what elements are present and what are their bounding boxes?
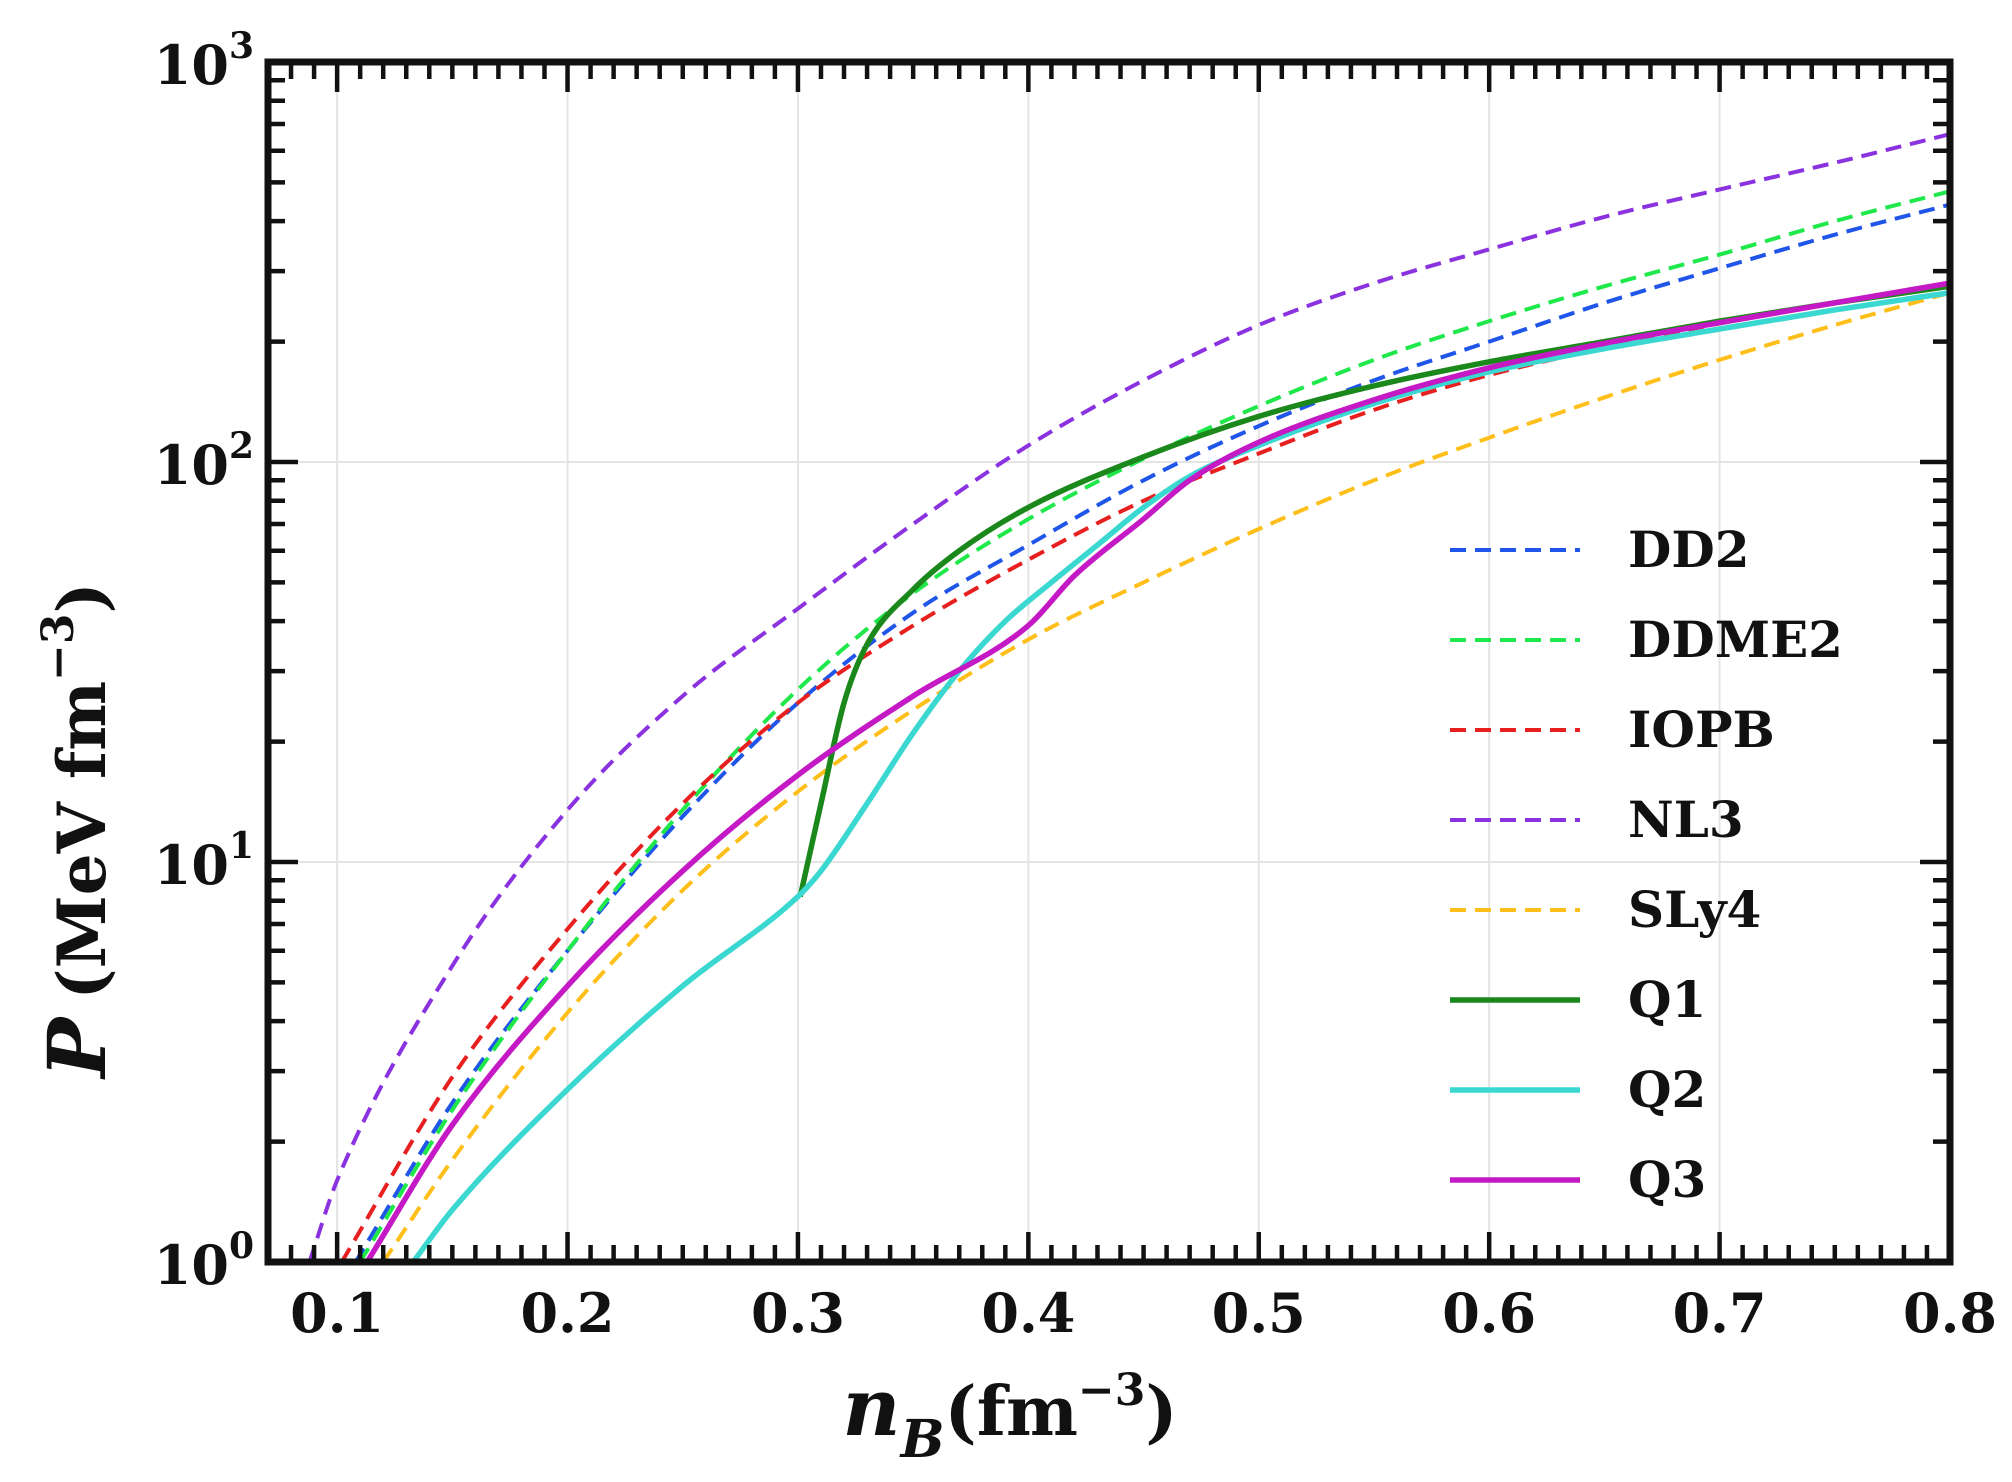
- plot-frame: [264, 58, 1954, 1266]
- legend-label: Q3: [1628, 1150, 1706, 1209]
- y-axis-exponent: −3: [33, 613, 84, 680]
- legend: DD2 DDME2 IOPB NL3 SLy4 Q1 Q2 Q3: [1450, 520, 1843, 1209]
- x-axis-close: ): [1145, 1372, 1177, 1452]
- legend-label: Q1: [1628, 970, 1706, 1029]
- y-axis-close: ): [43, 582, 121, 613]
- series-line-q3: [364, 280, 1950, 1262]
- series-line-sly4: [381, 290, 1950, 1262]
- legend-label: Q2: [1628, 1060, 1706, 1119]
- x-tick-label: 0.4: [981, 1281, 1075, 1345]
- y-tick-label: 100: [154, 1225, 254, 1297]
- series-line-q2: [410, 289, 1950, 1262]
- legend-item-q1: Q1: [1450, 970, 1706, 1029]
- ticks: [268, 62, 1950, 1262]
- y-axis-title: P (MeV fm−3): [30, 582, 124, 1080]
- legend-item-iopb: IOPB: [1450, 700, 1775, 759]
- legend-label: SLy4: [1628, 880, 1761, 939]
- frame: [264, 58, 1954, 1266]
- y-tick-label: 102: [154, 425, 254, 497]
- legend-item-ddme2: DDME2: [1450, 610, 1843, 669]
- x-tick-label: 0.2: [521, 1281, 615, 1345]
- legend-item-q2: Q2: [1450, 1060, 1706, 1119]
- legend-label: DD2: [1628, 520, 1750, 579]
- legend-item-nl3: NL3: [1450, 790, 1744, 849]
- y-tick-label: 103: [154, 25, 254, 97]
- x-tick-label: 0.7: [1673, 1281, 1767, 1345]
- y-tick-label: 101: [154, 825, 254, 897]
- x-axis-units: (fm: [945, 1372, 1078, 1452]
- x-axis-var: n: [842, 1360, 900, 1454]
- series-line-ddme2: [358, 189, 1950, 1262]
- x-tick-label: 0.1: [290, 1281, 384, 1345]
- x-tick-label: 0.3: [751, 1281, 845, 1345]
- x-tick-label: 0.6: [1442, 1281, 1536, 1345]
- x-tick-label: 0.5: [1212, 1281, 1306, 1345]
- y-axis-var: P: [30, 1015, 124, 1080]
- series-layer: [307, 132, 1950, 1262]
- x-axis-subscript: B: [899, 1409, 945, 1470]
- legend-item-q3: Q3: [1450, 1150, 1706, 1209]
- legend-label: IOPB: [1628, 700, 1775, 759]
- legend-label: DDME2: [1628, 610, 1843, 669]
- tick-labels: 0.1 0.2 0.3 0.4 0.5 0.6 0.7 0.8 100 101 102 103: [154, 25, 1997, 1345]
- y-axis-units: (MeV fm: [43, 681, 121, 1000]
- legend-item-sly4: SLy4: [1450, 880, 1761, 939]
- legend-label: NL3: [1628, 790, 1744, 849]
- x-axis-title: nB(fm−3): [842, 1360, 1177, 1470]
- legend-item-dd2: DD2: [1450, 520, 1750, 579]
- x-tick-label: 0.8: [1903, 1281, 1997, 1345]
- x-axis-exponent: −3: [1078, 1365, 1145, 1416]
